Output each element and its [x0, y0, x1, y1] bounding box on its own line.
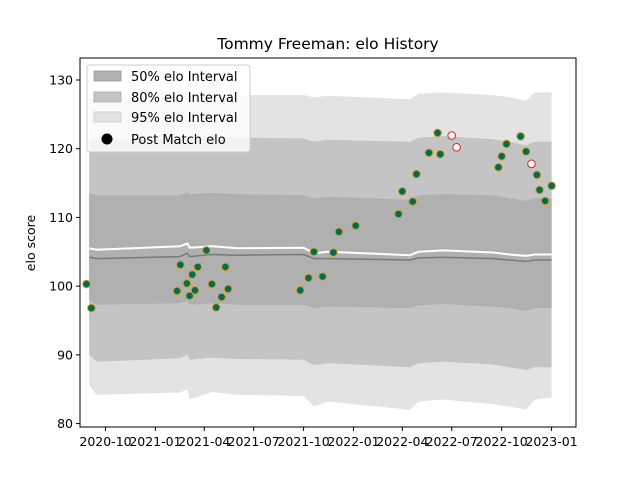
open-point [447, 131, 457, 140]
y-tick-label: 110 [49, 210, 73, 225]
post-match-point [221, 262, 230, 272]
post-match-point [190, 286, 200, 295]
post-match-point [217, 292, 226, 302]
legend-swatch-50 [93, 70, 122, 82]
legend-label-95: 95% elo Interval [131, 111, 238, 126]
legend-label-post-match: Post Match elo [131, 133, 226, 148]
post-match-point [172, 286, 182, 296]
post-match-point [433, 128, 442, 138]
post-match-point [329, 248, 338, 257]
post-match-point [516, 132, 525, 141]
band-50 [89, 192, 552, 311]
post-match-point [497, 152, 507, 161]
post-match-point [398, 187, 407, 196]
x-tick-label: 2023-01 [525, 434, 577, 449]
x-axis: 2020-102021-012021-042021-072021-102022-… [79, 427, 578, 449]
y-tick-label: 80 [57, 416, 73, 431]
post-match-point [494, 163, 503, 172]
post-match-point [87, 303, 96, 313]
x-tick-label: 2022-04 [376, 434, 428, 449]
post-match-point [436, 149, 445, 159]
y-tick-label: 90 [57, 347, 73, 362]
post-match-point [334, 227, 344, 237]
open-point [452, 143, 461, 152]
post-match-point [223, 284, 233, 294]
median-line [89, 252, 552, 263]
legend-swatch-95 [93, 111, 122, 123]
mean-line [89, 242, 552, 257]
post-match-point [318, 272, 327, 281]
y-tick-label: 100 [49, 279, 73, 294]
y-axis-label: elo score [23, 215, 38, 272]
post-match-point [309, 247, 319, 257]
y-tick-label: 120 [49, 141, 73, 156]
x-tick-label: 2021-01 [129, 434, 181, 449]
post-match-point [304, 273, 313, 283]
trend-lines [89, 242, 552, 263]
post-match-point [193, 262, 203, 272]
post-match-point [532, 170, 542, 180]
legend-label-50: 50% elo Interval [131, 70, 238, 85]
post-match-point [211, 303, 221, 312]
post-match-point [521, 147, 531, 156]
post-match-point [424, 148, 434, 158]
data-points [82, 128, 556, 313]
interval-bands [89, 92, 552, 410]
post-match-point [535, 185, 544, 195]
open-point [527, 159, 536, 169]
x-tick-label: 2022-10 [476, 434, 528, 449]
y-axis: 80 90 100 110 120 130 [49, 72, 80, 431]
legend: 50% elo Interval 80% elo Interval 95% el… [86, 64, 251, 153]
x-tick-label: 2021-10 [277, 434, 329, 449]
x-tick-label: 2022-07 [426, 434, 478, 449]
x-tick-label: 2021-07 [228, 434, 280, 449]
post-match-point [188, 270, 197, 279]
post-match-point [408, 197, 418, 206]
x-tick-label: 2022-01 [327, 434, 379, 449]
post-match-point [82, 279, 91, 289]
chart-title: Tommy Freeman: elo History [216, 35, 438, 53]
legend-swatch-80 [93, 91, 122, 103]
post-match-point [296, 286, 305, 295]
legend-label-80: 80% elo Interval [131, 91, 238, 106]
post-match-point [176, 260, 185, 270]
y-tick-label: 130 [49, 72, 73, 87]
post-match-point [412, 169, 421, 179]
plot-frame [79, 57, 577, 428]
post-match-point [185, 291, 194, 301]
post-match-point [394, 209, 403, 219]
x-tick-label: 2020-10 [79, 434, 131, 449]
x-tick-label: 2021-04 [178, 434, 230, 449]
post-match-point [182, 279, 192, 288]
post-match-point [547, 181, 556, 191]
post-match-point [351, 221, 361, 230]
post-match-point [502, 139, 511, 149]
post-match-point [202, 246, 211, 255]
plot-area [82, 92, 556, 410]
post-match-point [207, 279, 217, 289]
legend-marker-post-match [101, 133, 113, 145]
post-match-point [540, 196, 550, 206]
legend-frame [86, 64, 251, 153]
